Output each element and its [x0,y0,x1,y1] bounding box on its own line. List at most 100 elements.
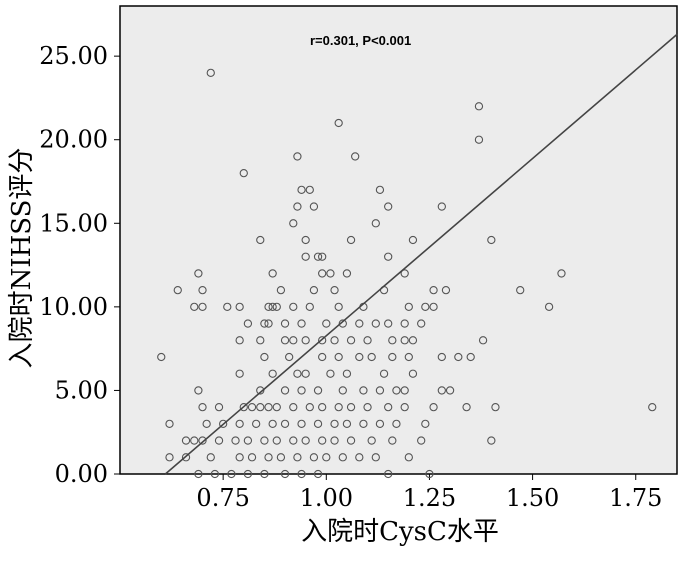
data-point [487,235,496,245]
data-point [400,336,409,345]
x-tick-label: 0.75 [196,484,249,512]
data-point [474,102,484,111]
data-point [202,419,211,429]
data-point [487,436,496,445]
data-point [165,419,174,429]
data-point [194,386,203,395]
data-point [334,352,343,362]
data-point [437,202,446,211]
data-point [429,285,438,295]
data-point [384,252,393,261]
data-point [318,436,327,445]
data-point [210,469,220,479]
data-point [313,386,323,395]
data-point [301,235,310,245]
data-point [318,336,327,345]
data-point [392,386,401,395]
data-point [165,453,174,462]
data-point [268,302,277,312]
data-point [322,453,331,462]
data-point [256,402,265,412]
data-point [206,68,215,78]
data-point [408,369,418,378]
data-point [408,235,418,245]
data-point [243,436,253,445]
data-point [359,386,368,395]
data-point [218,419,228,429]
data-point [342,369,352,378]
data-point [276,453,286,462]
data-point [371,319,380,328]
data-point [544,302,554,312]
data-point [421,419,430,429]
data-point [346,235,356,245]
data-point [318,402,327,412]
data-point [388,352,397,362]
data-point [355,352,364,362]
data-point [421,302,430,312]
data-point [342,269,352,278]
data-point [173,285,182,295]
data-point [235,453,244,462]
data-point [190,302,199,312]
data-point [425,469,434,479]
data-point [235,419,244,429]
data-point [375,185,385,195]
data-point [276,285,286,295]
data-point [466,352,475,362]
data-point [375,419,385,429]
data-point [313,252,323,261]
data-point [400,319,409,328]
data-point [206,453,215,462]
data-point [408,336,418,345]
data-point [309,285,319,295]
data-point [441,285,451,295]
data-point [260,352,269,362]
data-point [243,469,253,479]
data-point [260,436,269,445]
data-point [363,336,372,345]
data-point [388,436,397,445]
axis-ticks: 0.75 1.00 1.25 1.50 1.75 0.00 5.00 10.00 15.00 20… [39,42,662,512]
data-point [194,269,203,278]
x-tick-label: 1.75 [609,484,662,512]
data-point [181,436,191,445]
x-tick-label: 1.00 [300,484,353,512]
data-point [268,269,277,278]
data-point [417,436,426,445]
data-point [214,402,224,412]
data-point [330,285,339,295]
data-point [318,252,327,261]
data-point [437,386,446,395]
data-point [309,202,319,211]
data-point [297,319,306,328]
data-point [235,369,244,378]
data-point [297,386,306,395]
data-point [355,319,364,328]
data-point [289,336,298,345]
data-point [384,319,393,328]
data-point [346,336,356,345]
data-point [384,202,393,211]
data-point [256,235,265,245]
x-tick-label: 1.25 [403,484,456,512]
correlation-annotation: r=0.301, P<0.001 [310,33,411,48]
data-point [400,402,409,412]
data-point [247,402,257,412]
data-point [157,352,166,362]
data-point [359,419,368,429]
data-point [388,336,397,345]
data-point [309,453,319,462]
data-point [384,402,393,412]
x-tick-label: 1.50 [506,484,559,512]
data-point [235,336,244,345]
data-point [445,386,455,395]
data-point [355,453,364,462]
data-point [318,269,327,278]
data-point [252,419,261,429]
y-tick-label: 10.00 [39,293,108,321]
data-point [272,436,281,445]
data-point [648,402,657,412]
data-point [326,369,335,378]
